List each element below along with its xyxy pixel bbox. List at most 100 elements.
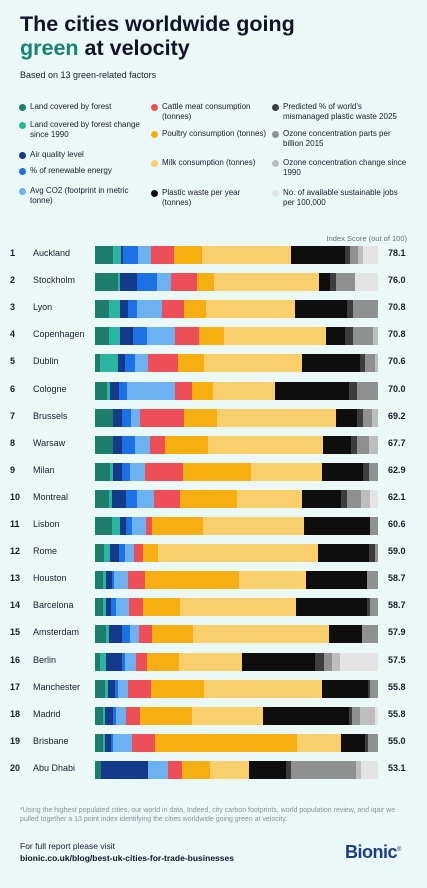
- bar-segment: [148, 354, 179, 373]
- bar-segment: [202, 517, 305, 535]
- bar-segment: [105, 598, 112, 617]
- bar-segment: [302, 354, 361, 373]
- bar-segment: [95, 679, 106, 698]
- bar-segment: [315, 652, 324, 671]
- legend-swatch: [272, 160, 279, 167]
- bar-segment: [361, 489, 370, 508]
- bar-segment: [137, 489, 155, 508]
- bar-segment: [374, 544, 379, 563]
- bar-segment: [95, 435, 114, 454]
- bar-segment: [158, 544, 319, 563]
- bar-segment: [241, 652, 316, 671]
- bar-segment: [349, 246, 358, 264]
- score-label: 57.9: [388, 627, 406, 638]
- city-label: Warsaw: [33, 437, 66, 448]
- rank-label: 17: [10, 681, 21, 692]
- bar-segment: [151, 246, 175, 264]
- chart-row: 10 Montreal 62.1: [0, 488, 427, 510]
- chart-row: 7 Brussels 69.2: [0, 407, 427, 429]
- bar-segment: [110, 598, 117, 617]
- rank-label: 14: [10, 600, 21, 611]
- stacked-bar: [95, 706, 379, 725]
- stacked-bar: [95, 327, 379, 346]
- bar-segment: [183, 300, 207, 319]
- city-label: Houston: [33, 573, 67, 584]
- bar-segment: [105, 652, 123, 671]
- bar-segment: [291, 760, 356, 779]
- legend-swatch: [272, 190, 279, 197]
- bar-segment: [143, 544, 159, 563]
- bar-segment: [174, 381, 193, 400]
- bar-segment: [305, 571, 368, 590]
- bar-segment: [108, 300, 121, 319]
- bar-segment: [154, 489, 181, 508]
- bar-segment: [203, 354, 303, 373]
- bar-segment: [125, 354, 136, 373]
- bar-segment: [285, 760, 292, 779]
- bar-segment: [95, 544, 105, 563]
- bar-segment: [135, 652, 147, 671]
- bar-segment: [363, 462, 370, 481]
- bar-segment: [262, 706, 350, 725]
- bar-segment: [134, 435, 151, 454]
- bar-segment: [203, 679, 323, 698]
- bar-segment: [103, 571, 107, 590]
- bar-segment: [100, 652, 107, 671]
- bar-segment: [191, 706, 263, 725]
- bar-segment: [317, 544, 370, 563]
- bar-segment: [360, 354, 366, 373]
- legend-item: Milk consumption (tonnes): [151, 158, 270, 168]
- bar-segment: [95, 273, 118, 292]
- bar-segment: [126, 706, 140, 725]
- bar-segment: [375, 706, 379, 725]
- legend-item: Air quality level: [19, 150, 150, 160]
- bar-segment: [369, 489, 379, 508]
- bar-segment: [100, 354, 119, 373]
- legend-item: Land covered by forest: [19, 102, 150, 112]
- legend-item: Poultry consumption (tonnes): [151, 129, 270, 139]
- city-label: Cologne: [33, 383, 67, 394]
- bar-segment: [372, 327, 379, 346]
- bar-segment: [375, 354, 379, 373]
- bar-segment: [117, 273, 121, 292]
- bar-segment: [108, 625, 123, 644]
- rank-label: 13: [10, 573, 21, 584]
- stacked-bar: [95, 381, 379, 400]
- city-label: Lyon: [33, 302, 53, 313]
- bar-segment: [113, 435, 123, 454]
- bar-segment: [127, 381, 175, 400]
- bar-segment: [353, 300, 379, 319]
- bar-segment: [95, 760, 101, 779]
- chart-title: The cities worldwide going green at velo…: [20, 12, 410, 60]
- score-label: 76.0: [388, 275, 406, 286]
- city-label: Abu Dhabi: [33, 762, 76, 773]
- bar-segment: [115, 679, 119, 698]
- bar-segment: [345, 327, 354, 346]
- bar-segment: [129, 598, 143, 617]
- bar-segment: [133, 327, 148, 346]
- bar-segment: [148, 760, 169, 779]
- bar-segment: [357, 381, 379, 400]
- legend-label: No. of available sustainable jobs per 10…: [283, 188, 398, 207]
- legend-item: Predicted % of world's mismanaged plasti…: [272, 102, 408, 122]
- bar-segment: [127, 679, 151, 698]
- chart-row: 6 Cologne 70.0: [0, 380, 427, 402]
- title-line-1: The cities worldwide going: [20, 12, 295, 36]
- city-label: Lisbon: [33, 519, 60, 529]
- bar-segment: [138, 625, 153, 644]
- stacked-bar: [95, 300, 379, 319]
- bar-segment: [95, 571, 104, 590]
- bar-segment: [124, 652, 137, 671]
- legend-label: Avg CO2 (footprint in metric tonne): [30, 186, 129, 205]
- report-link[interactable]: bionic.co.uk/blog/best-uk-cities-for-tra…: [20, 853, 234, 863]
- bar-segment: [116, 598, 130, 617]
- bar-segment: [126, 489, 138, 508]
- logo-mark: ®: [397, 847, 401, 853]
- score-label: 58.7: [388, 573, 406, 584]
- stacked-bar: [95, 571, 379, 590]
- bar-segment: [369, 462, 379, 481]
- bar-segment: [353, 327, 373, 346]
- bar-segment: [321, 462, 364, 481]
- legend-item: Avg CO2 (footprint in metric tonne): [19, 186, 150, 206]
- bar-segment: [112, 462, 122, 481]
